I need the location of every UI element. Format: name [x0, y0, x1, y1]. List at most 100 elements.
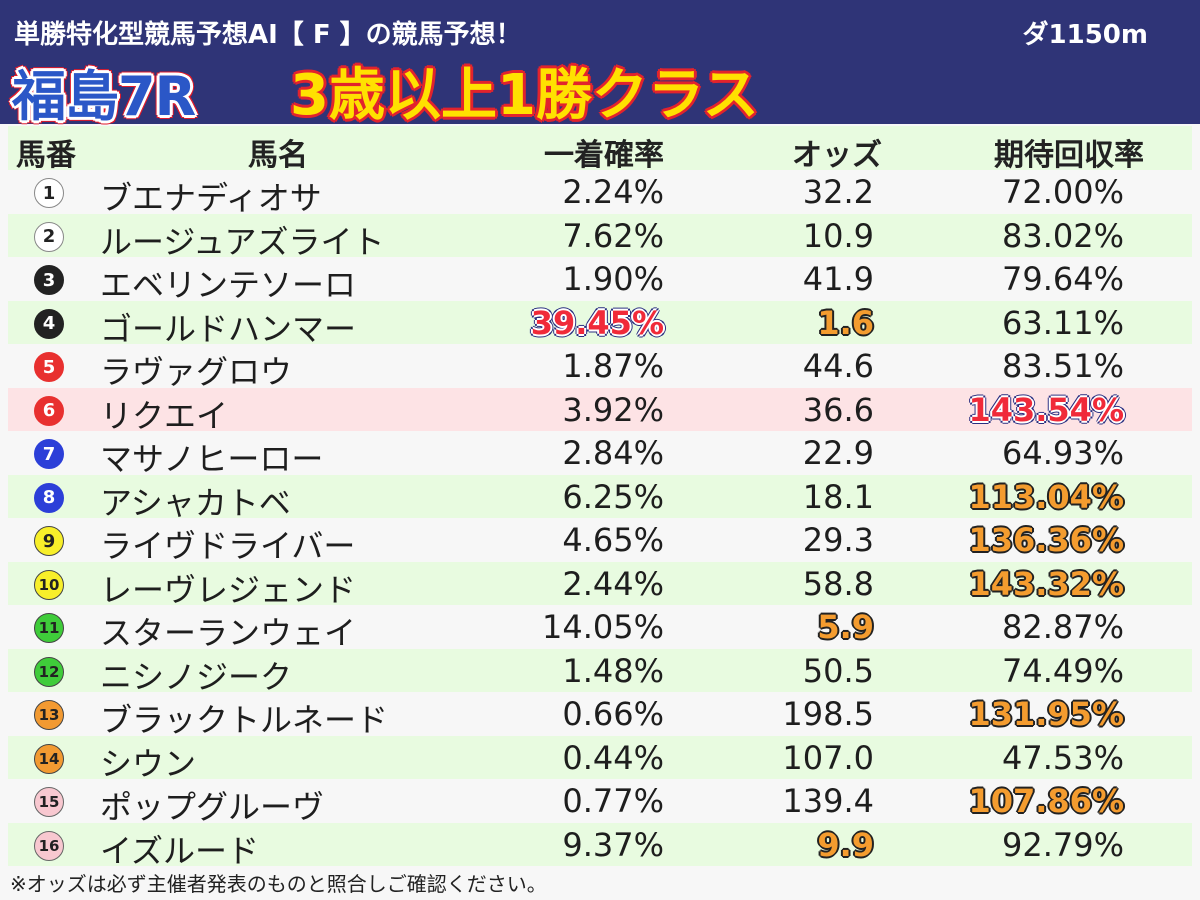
win-probability: 14.05% — [541, 608, 664, 646]
horse-number-badge: 1 — [34, 178, 64, 208]
win-probability: 3.92% — [562, 390, 664, 429]
table-row: 9 ライヴドライバー 4.65% 29.3 136.36% — [8, 518, 1192, 565]
win-probability: 2.44% — [562, 564, 664, 603]
table-row: 4 ゴールドハンマー 39.45% 1.6 63.11% — [8, 300, 1192, 348]
horse-name: スターランウェイ — [100, 614, 357, 652]
odds: 9.9 — [817, 825, 874, 864]
expected-return: 79.64% — [1001, 260, 1124, 298]
odds: 1.6 — [817, 303, 874, 342]
horse-number-badge: 6 — [34, 395, 64, 426]
win-probability: 0.77% — [562, 782, 664, 820]
table-row: 12 ニシノジーク 1.48% 50.5 74.49% — [8, 648, 1192, 696]
expected-return: 92.79% — [1001, 825, 1124, 864]
horse-name: イズルード — [100, 831, 260, 870]
win-probability: 9.37% — [562, 825, 664, 864]
horse-name: ポップグルーヴ — [100, 788, 325, 826]
expected-return: 113.04% — [968, 477, 1124, 516]
table-row: 3 エベリンテソーロ 1.90% 41.9 79.64% — [8, 257, 1192, 304]
horse-number-badge: 11 — [34, 613, 64, 643]
table-row: 6 リクエイ 3.92% 36.6 143.54% — [8, 387, 1192, 435]
odds: 36.6 — [802, 390, 874, 429]
expected-return: 47.53% — [1001, 738, 1124, 777]
expected-return: 82.87% — [1001, 608, 1124, 646]
expected-return: 107.86% — [968, 782, 1124, 820]
expected-return: 143.54% — [968, 390, 1124, 429]
odds: 50.5 — [802, 651, 874, 690]
table-row: 8 アシャカトベ 6.25% 18.1 113.04% — [8, 474, 1192, 522]
table-row: 7 マサノヒーロー 2.84% 22.9 64.93% — [8, 431, 1192, 478]
odds: 18.1 — [802, 477, 874, 516]
expected-return: 143.32% — [968, 564, 1124, 603]
horse-number-badge: 8 — [34, 482, 64, 513]
table-row: 2 ルージュアズライト 7.62% 10.9 83.02% — [8, 213, 1192, 261]
horse-number-badge: 12 — [34, 656, 64, 687]
table-body: 1 ブエナディオサ 2.24% 32.2 72.00% 2 ルージュアズライト 7.62% 10… — [8, 170, 1192, 870]
win-probability: 1.48% — [562, 651, 664, 690]
horse-name: ライヴドライバー — [100, 527, 356, 565]
horse-name: ニシノジーク — [100, 657, 293, 696]
horse-number-badge: 2 — [34, 221, 64, 252]
expected-return: 64.93% — [1001, 434, 1124, 472]
table-row: 10 レーヴレジェンド 2.44% 58.8 143.32% — [8, 561, 1192, 609]
table-row: 13 ブラックトルネード 0.66% 198.5 131.95% — [8, 692, 1192, 739]
table-header: 馬番 馬名 一着確率 オッズ 期待回収率 — [8, 126, 1192, 173]
header-banner: 単勝特化型競馬予想AI【 F 】の競馬予想！ ダ1150m 福島7R 3歳以上1… — [0, 0, 1200, 128]
win-probability: 39.45% — [530, 303, 664, 342]
expected-return: 63.11% — [1001, 303, 1124, 342]
odds: 10.9 — [802, 216, 874, 255]
win-probability: 0.66% — [562, 695, 664, 733]
footnote: ※オッズは必ず主催者発表のものと照合しご確認ください。 — [10, 872, 547, 896]
table-row: 5 ラヴァグロウ 1.87% 44.6 83.51% — [8, 344, 1192, 391]
horse-name: ブエナディオサ — [100, 179, 322, 217]
win-probability: 4.65% — [562, 521, 664, 559]
horse-number-badge: 10 — [34, 569, 64, 600]
odds: 139.4 — [782, 782, 874, 820]
horse-number-badge: 5 — [34, 352, 64, 382]
prediction-table: 馬番 馬名 一着確率 オッズ 期待回収率 1 ブエナディオサ 2.24% 32.2 72… — [8, 126, 1192, 870]
horse-name: シウン — [100, 744, 197, 783]
odds: 22.9 — [802, 434, 874, 472]
race-class: 3歳以上1勝クラス — [290, 63, 759, 128]
horse-number-badge: 13 — [34, 700, 64, 730]
horse-name: ゴールドハンマー — [100, 309, 357, 348]
horse-name: マサノヒーロー — [100, 440, 324, 478]
horse-name: エベリンテソーロ — [100, 266, 357, 304]
odds: 29.3 — [802, 521, 874, 559]
race-name: 福島7R — [12, 65, 196, 128]
odds: 107.0 — [782, 738, 874, 777]
expected-return: 72.00% — [1001, 173, 1124, 211]
horse-name: ルージュアズライト — [100, 222, 385, 261]
header-expected-return: 期待回収率 — [994, 138, 1144, 173]
horse-name: アシャカトベ — [100, 483, 291, 522]
odds: 58.8 — [802, 564, 874, 603]
horse-number-badge: 3 — [34, 265, 64, 295]
win-probability: 2.84% — [562, 434, 664, 472]
expected-return: 74.49% — [1001, 651, 1124, 690]
win-probability: 2.24% — [562, 173, 664, 211]
race-distance: ダ1150m — [1022, 20, 1148, 50]
odds: 5.9 — [817, 608, 874, 646]
expected-return: 83.51% — [1001, 347, 1124, 385]
win-probability: 6.25% — [562, 477, 664, 516]
table-row: 14 シウン 0.44% 107.0 47.53% — [8, 735, 1192, 783]
header-win-probability: 一着確率 — [544, 138, 664, 173]
horse-number-badge: 9 — [34, 526, 64, 556]
horse-number-badge: 16 — [34, 830, 64, 861]
header-number: 馬番 — [16, 138, 76, 173]
horse-number-badge: 4 — [34, 308, 64, 339]
horse-number-badge: 15 — [34, 787, 64, 817]
win-probability: 1.87% — [562, 347, 664, 385]
table-row: 15 ポップグルーヴ 0.77% 139.4 107.86% — [8, 779, 1192, 826]
subtitle: 単勝特化型競馬予想AI【 F 】の競馬予想！ — [14, 20, 522, 50]
horse-number-badge: 7 — [34, 439, 64, 469]
odds: 44.6 — [802, 347, 874, 385]
win-probability: 7.62% — [562, 216, 664, 255]
odds: 41.9 — [802, 260, 874, 298]
header-horse-name: 馬名 — [248, 138, 308, 173]
expected-return: 131.95% — [968, 695, 1124, 733]
table-row: 16 イズルード 9.37% 9.9 92.79% — [8, 822, 1192, 870]
expected-return: 136.36% — [968, 521, 1124, 559]
header-odds: オッズ — [792, 138, 882, 173]
horse-number-badge: 14 — [34, 743, 64, 774]
horse-name: ブラックトルネード — [100, 701, 389, 739]
